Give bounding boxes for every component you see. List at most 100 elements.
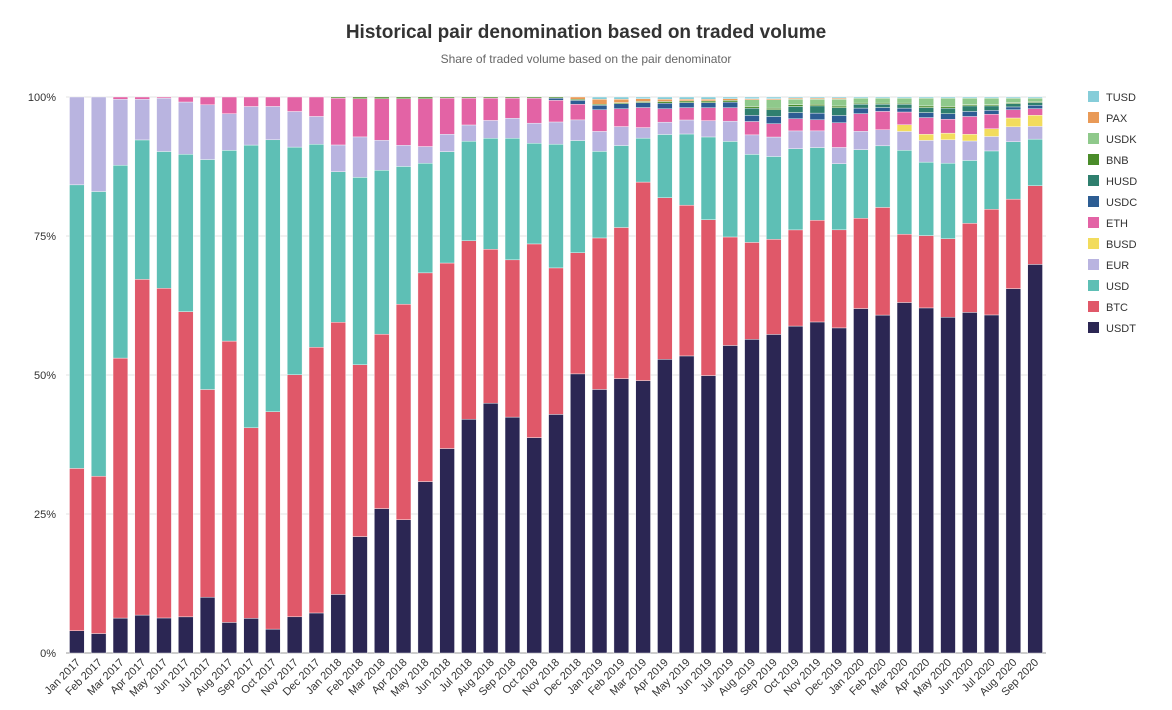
bar-segment-eur[interactable] [374,140,390,171]
bar-segment-eur[interactable] [570,119,586,141]
bar-segment-btc[interactable] [134,279,150,616]
bar-segment-btc[interactable] [875,207,891,316]
bar-segment-btc[interactable] [657,197,673,360]
legend-item-btc[interactable]: BTC [1088,301,1128,314]
bar-segment-eth[interactable] [1027,108,1043,116]
bar-segment-tusd[interactable] [983,96,1000,99]
bar-segment-usdt[interactable] [483,402,499,654]
bar-segment-tusd[interactable] [613,96,629,100]
bar-segment-usdt[interactable] [91,633,107,654]
bar-segment-eth[interactable] [417,98,433,147]
legend-item-usdt[interactable]: USDT [1088,322,1136,335]
bar-segment-usdt[interactable] [69,630,85,654]
bar-segment-eur[interactable] [221,113,237,151]
bar-segment-btc[interactable] [395,303,412,520]
bar-segment-usdk[interactable] [853,97,869,104]
legend-item-pax[interactable]: PAX [1088,112,1128,125]
bar-segment-btc[interactable] [962,223,978,313]
bar-segment-bnb[interactable] [657,101,673,104]
bar-segment-eth[interactable] [875,111,891,130]
legend-item-eur[interactable]: EUR [1088,259,1129,272]
bar-segment-usdt[interactable] [265,628,281,654]
bar-segment-eur[interactable] [330,144,346,172]
bar-segment-tusd[interactable] [722,96,738,99]
bar-segment-eur[interactable] [962,140,978,161]
bar-segment-usd[interactable] [809,147,825,221]
bar-segment-btc[interactable] [831,229,847,329]
bar-segment-bnb[interactable] [504,96,521,99]
bar-segment-bnb[interactable] [831,105,847,108]
bar-segment-usdc[interactable] [657,102,673,109]
bar-segment-tusd[interactable] [896,96,913,99]
bar-segment-eth[interactable] [287,96,303,112]
bar-segment-usd[interactable] [504,138,521,261]
bar-segment-husd[interactable] [831,107,847,116]
bar-segment-bnb[interactable] [461,96,477,99]
bar-segment-eur[interactable] [178,101,194,155]
bar-segment-pax[interactable] [679,99,695,102]
bar-segment-eur[interactable] [853,131,869,150]
bar-segment-usdt[interactable] [330,594,346,654]
bar-segment-btc[interactable] [983,209,1000,316]
bar-segment-bnb[interactable] [374,96,390,99]
bar-segment-usdc[interactable] [548,97,564,101]
bar-segment-usdk[interactable] [809,99,825,105]
bar-segment-eur[interactable] [439,134,455,152]
bar-segment-usdt[interactable] [199,596,216,654]
bar-segment-eth[interactable] [744,121,760,136]
bar-segment-usdt[interactable] [853,308,869,654]
bar-segment-tusd[interactable] [679,96,695,100]
bar-segment-usdk[interactable] [831,99,847,107]
bar-segment-bnb[interactable] [722,100,738,103]
bar-segment-eur[interactable] [265,106,281,141]
bar-segment-eur[interactable] [1027,126,1043,140]
bar-segment-bnb[interactable] [483,96,499,99]
bar-segment-pax[interactable] [635,98,651,102]
bar-segment-btc[interactable] [896,233,913,303]
bar-segment-usd[interactable] [221,150,237,342]
bar-segment-usdt[interactable] [809,321,825,654]
bar-segment-btc[interactable] [221,340,237,623]
bar-segment-eur[interactable] [287,111,303,148]
bar-segment-btc[interactable] [265,411,281,630]
bar-segment-usdt[interactable] [461,418,477,654]
bar-segment-busd[interactable] [940,132,956,141]
bar-segment-usd[interactable] [853,149,869,219]
bar-segment-eur[interactable] [657,121,673,135]
bar-segment-usdk[interactable] [1005,97,1021,103]
bar-segment-usdc[interactable] [918,112,934,118]
bar-segment-bnb[interactable] [548,96,564,99]
legend-item-husd[interactable]: HUSD [1088,175,1137,188]
bar-segment-usdt[interactable] [526,437,542,654]
bar-segment-usd[interactable] [875,145,891,208]
bar-segment-tusd[interactable] [940,96,956,99]
bar-segment-usd[interactable] [679,133,695,206]
bar-segment-usd[interactable] [395,166,412,305]
bar-segment-bnb[interactable] [787,104,804,107]
bar-segment-usdt[interactable] [744,339,760,654]
bar-segment-usdt[interactable] [504,416,521,654]
bar-segment-eth[interactable] [635,107,651,128]
legend-item-bnb[interactable]: BNB [1088,154,1129,167]
bar-segment-eur[interactable] [896,131,913,151]
bar-segment-usd[interactable] [962,160,978,224]
bar-segment-usdc[interactable] [875,107,891,112]
bar-segment-eur[interactable] [483,120,499,139]
bar-segment-pax[interactable] [591,99,608,105]
bar-segment-usd[interactable] [613,145,629,228]
bar-segment-eth[interactable] [962,116,978,135]
bar-segment-tusd[interactable] [875,96,891,99]
bar-segment-btc[interactable] [504,259,521,418]
bar-segment-btc[interactable] [243,427,259,619]
bar-segment-usd[interactable] [591,151,608,239]
bar-segment-tusd[interactable] [657,96,673,100]
bar-segment-eth[interactable] [983,114,1000,129]
bar-segment-eth[interactable] [526,97,542,124]
bar-segment-usd[interactable] [461,140,477,241]
legend-item-usdk[interactable]: USDK [1088,133,1137,146]
bar-segment-usdc[interactable] [700,102,717,108]
bar-segment-btc[interactable] [178,311,194,618]
bar-segment-husd[interactable] [940,107,956,114]
legend-item-usdc[interactable]: USDC [1088,196,1137,209]
bar-segment-usd[interactable] [831,163,847,231]
